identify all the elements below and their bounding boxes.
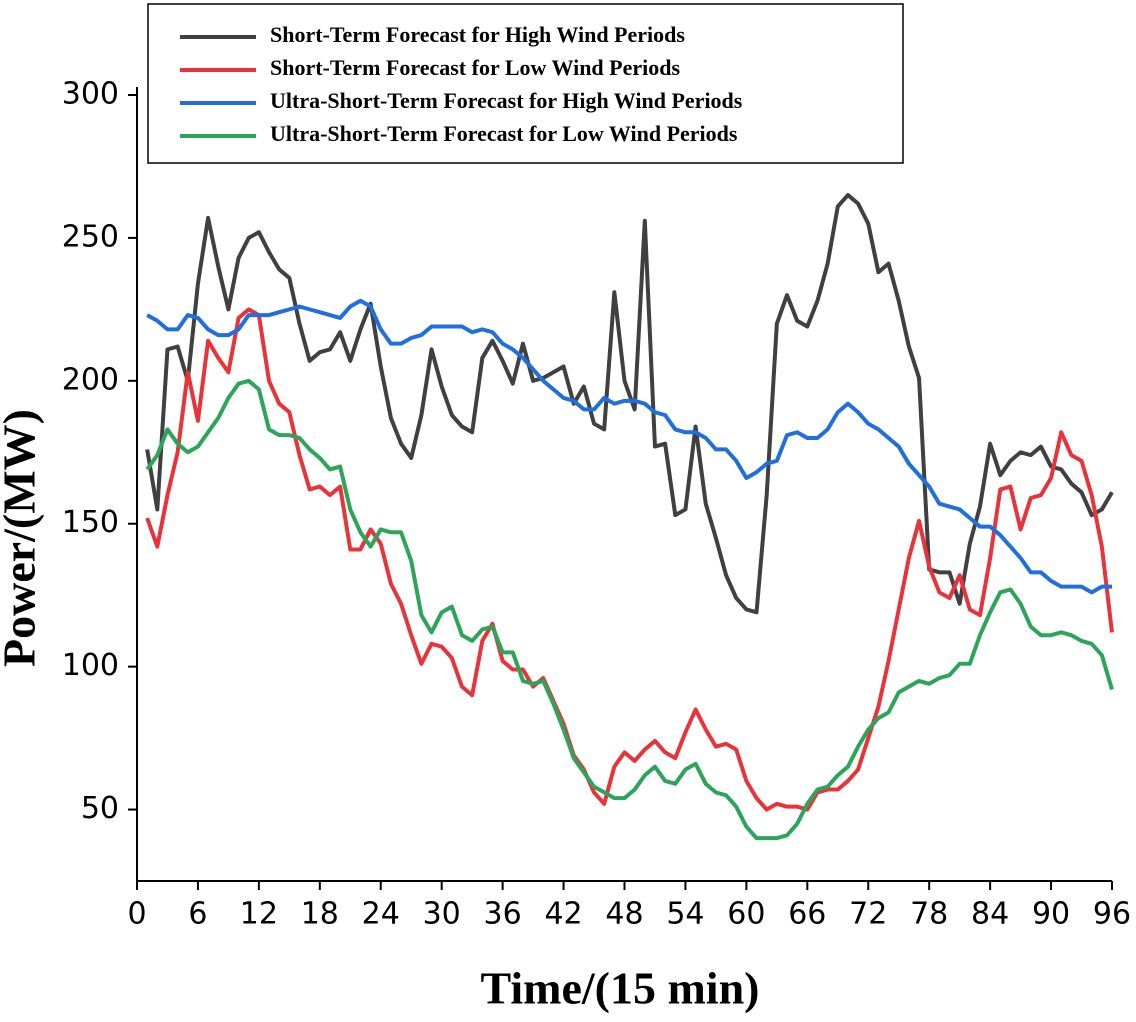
x-tick-label: 48 (605, 897, 643, 932)
legend-box (147, 3, 904, 164)
x-tick-label: 72 (849, 897, 887, 932)
x-tick-label: 12 (240, 897, 278, 932)
x-tick-label: 30 (423, 897, 461, 932)
series-line (145, 378, 1114, 841)
series-line (146, 298, 1112, 595)
x-tick-label: 84 (971, 897, 1009, 932)
series-line (145, 193, 1114, 615)
y-tick-label: 300 (62, 77, 119, 112)
legend-label: Short-Term Forecast for Low Wind Periods (270, 55, 680, 80)
y-tick-label: 250 (62, 219, 119, 254)
x-tick-label: 42 (544, 897, 582, 932)
x-tick-label: 36 (484, 897, 522, 932)
x-tick-label: 78 (910, 897, 948, 932)
x-tick-label: 54 (666, 897, 704, 932)
series-line (145, 307, 1114, 812)
x-tick-label: 96 (1093, 897, 1131, 932)
y-tick-label: 200 (62, 362, 119, 397)
y-tick-label: 100 (62, 648, 119, 683)
x-axis-title: Time/(15 min) (481, 963, 760, 1014)
x-tick-label: 24 (362, 897, 400, 932)
x-tick-label: 6 (188, 897, 207, 932)
x-tick-label: 0 (127, 897, 146, 932)
x-tick-label: 18 (301, 897, 339, 932)
legend-label: Ultra-Short-Term Forecast for Low Wind P… (270, 121, 738, 146)
x-tick-label: 66 (788, 897, 826, 932)
y-tick-label: 50 (81, 791, 119, 826)
legend-label: Ultra-Short-Term Forecast for High Wind … (270, 88, 743, 113)
x-tick-label: 60 (727, 897, 765, 932)
y-tick-label: 150 (62, 505, 119, 540)
legend-label: Short-Term Forecast for High Wind Period… (270, 22, 685, 47)
x-tick-label: 90 (1032, 897, 1070, 932)
y-axis-title: Power/(MW) (0, 409, 45, 667)
